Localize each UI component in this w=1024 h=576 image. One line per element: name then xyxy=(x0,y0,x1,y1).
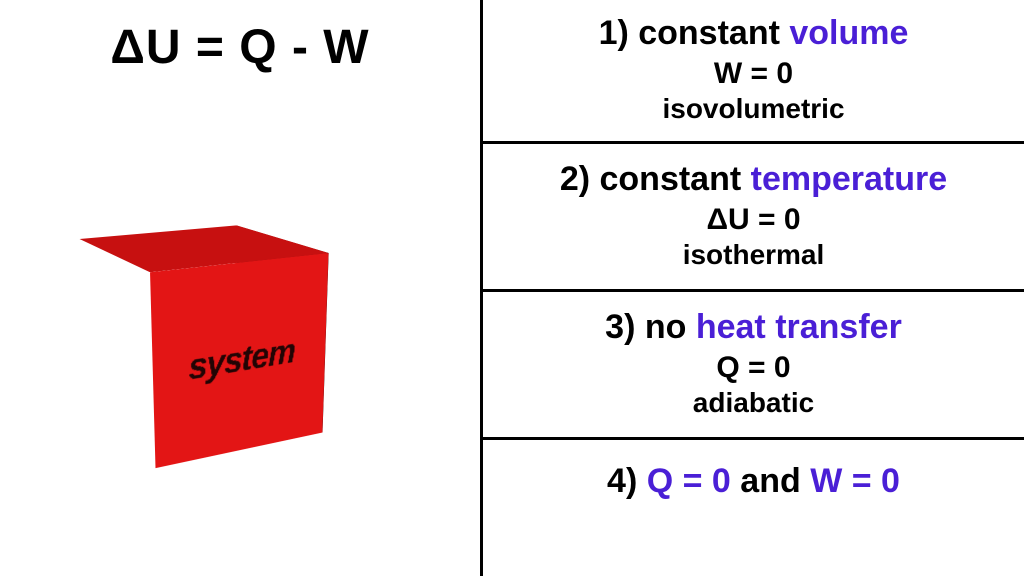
thermo-diagram: ΔU = Q - W system 1) constant volume W =… xyxy=(0,0,1024,576)
row4-w: W = 0 xyxy=(810,462,900,500)
row3-highlight: heat transfer xyxy=(696,308,902,346)
row4-q: Q = 0 xyxy=(647,462,731,500)
row4-prefix: 4) xyxy=(607,462,647,500)
row-isothermal: 2) constant temperature ΔU = 0 isotherma… xyxy=(483,144,1024,292)
row2-equation: ΔU = 0 xyxy=(706,203,800,237)
row1-equation: W = 0 xyxy=(714,57,793,91)
row3-prefix: 3) no xyxy=(605,308,696,346)
first-law-equation: ΔU = Q - W xyxy=(0,20,480,75)
row-isovolumetric: 1) constant volume W = 0 isovolumetric xyxy=(483,0,1024,144)
row3-title: 3) no heat transfer xyxy=(605,308,902,347)
row4-and: and xyxy=(731,462,810,500)
row2-prefix: 2) constant xyxy=(560,160,751,198)
row-isolated: 4) Q = 0 and W = 0 xyxy=(483,440,1024,576)
cube-label: system xyxy=(150,253,329,468)
row2-name: isothermal xyxy=(683,239,825,271)
process-table: 1) constant volume W = 0 isovolumetric 2… xyxy=(480,0,1024,576)
row1-name: isovolumetric xyxy=(662,93,844,125)
row1-title: 1) constant volume xyxy=(599,14,909,53)
row-adiabatic: 3) no heat transfer Q = 0 adiabatic xyxy=(483,292,1024,440)
row3-name: adiabatic xyxy=(693,387,814,419)
left-panel: ΔU = Q - W system xyxy=(0,0,480,576)
row4-line: 4) Q = 0 and W = 0 xyxy=(607,462,900,501)
row1-prefix: 1) constant xyxy=(599,14,790,52)
row3-equation: Q = 0 xyxy=(716,351,790,385)
row1-highlight: volume xyxy=(789,14,908,52)
row2-highlight: temperature xyxy=(751,160,948,198)
system-cube: system xyxy=(110,245,350,485)
row2-title: 2) constant temperature xyxy=(560,160,947,199)
cube-3d: system xyxy=(112,238,279,435)
